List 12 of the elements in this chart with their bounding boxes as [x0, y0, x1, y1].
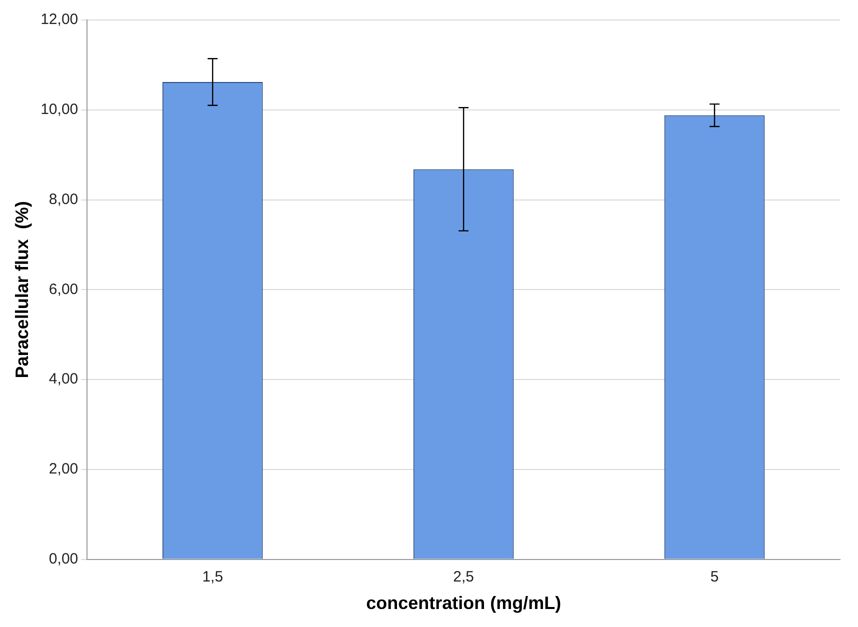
- y-tick-label: 8,00: [48, 190, 78, 208]
- x-tick-label: 5: [710, 568, 719, 586]
- y-tick-label: 10,00: [40, 101, 78, 118]
- x-tick-label: 1,5: [202, 568, 224, 586]
- y-tick-label: 6,00: [48, 280, 78, 298]
- y-tick-label: 0,00: [48, 550, 78, 568]
- y-axis-title: Paracellular flux (%): [12, 201, 32, 378]
- x-tick-label: 2,5: [453, 568, 474, 586]
- y-tick-label: 12,00: [40, 11, 78, 28]
- x-axis-title: concentration (mg/mL): [366, 593, 562, 614]
- y-tick-label: 4,00: [48, 370, 78, 388]
- y-tick-label: 2,00: [48, 460, 78, 478]
